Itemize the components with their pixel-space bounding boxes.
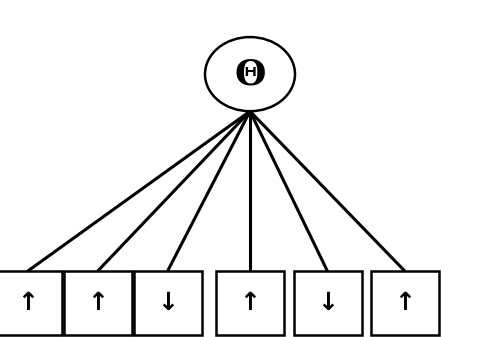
Bar bbox=[134, 271, 202, 335]
Bar bbox=[64, 271, 132, 335]
Text: ↓: ↓ bbox=[317, 291, 338, 315]
Text: ↑: ↑ bbox=[87, 291, 108, 315]
Text: ↑: ↑ bbox=[240, 291, 260, 315]
Bar bbox=[294, 271, 362, 335]
Text: Θ: Θ bbox=[234, 57, 266, 91]
Text: ↑: ↑ bbox=[394, 291, 415, 315]
Ellipse shape bbox=[205, 37, 295, 111]
Text: ↓: ↓ bbox=[157, 291, 178, 315]
Bar bbox=[0, 271, 62, 335]
Bar bbox=[371, 271, 439, 335]
Bar bbox=[216, 271, 284, 335]
Text: ↑: ↑ bbox=[17, 291, 38, 315]
